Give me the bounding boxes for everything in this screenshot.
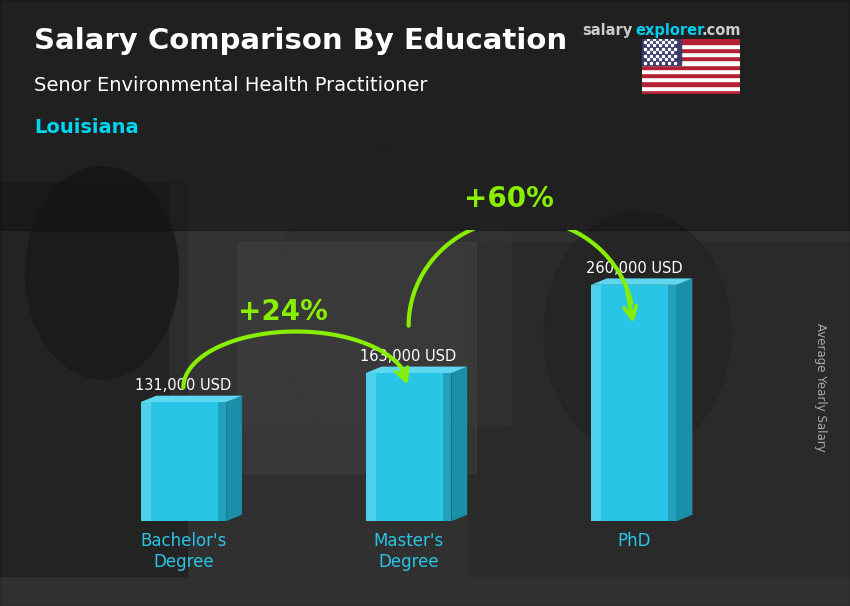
Bar: [642, 65, 740, 68]
Text: explorer: explorer: [636, 23, 705, 38]
Text: .com: .com: [701, 23, 740, 38]
Ellipse shape: [26, 167, 178, 379]
Text: Salary Comparison By Education: Salary Comparison By Education: [34, 27, 567, 55]
Polygon shape: [226, 396, 242, 521]
Polygon shape: [451, 367, 468, 521]
Bar: [140, 402, 150, 521]
Bar: [642, 68, 740, 73]
Polygon shape: [591, 278, 693, 285]
Ellipse shape: [276, 152, 489, 454]
Bar: [642, 81, 740, 85]
Bar: [642, 73, 740, 77]
Polygon shape: [677, 278, 693, 521]
Bar: [642, 44, 740, 48]
Ellipse shape: [544, 212, 731, 454]
Bar: [468, 242, 850, 576]
Bar: [642, 52, 740, 56]
Bar: [591, 285, 677, 521]
Bar: [443, 373, 451, 521]
Text: Louisiana: Louisiana: [34, 118, 139, 137]
Bar: [591, 285, 601, 521]
Text: Average Yearly Salary: Average Yearly Salary: [813, 324, 827, 452]
Polygon shape: [140, 396, 242, 402]
Bar: [642, 85, 740, 90]
Bar: [238, 242, 476, 473]
Bar: [140, 402, 226, 521]
Bar: [170, 152, 510, 424]
Polygon shape: [366, 367, 468, 373]
Bar: [0, 0, 850, 230]
Bar: [218, 402, 226, 521]
Text: Senor Environmental Health Practitioner: Senor Environmental Health Practitioner: [34, 76, 428, 95]
Bar: [366, 373, 451, 521]
Bar: [642, 48, 740, 52]
Bar: [642, 77, 740, 81]
Text: +60%: +60%: [463, 185, 553, 213]
Text: 163,000 USD: 163,000 USD: [360, 348, 456, 364]
Text: +24%: +24%: [238, 298, 328, 325]
Bar: [642, 56, 740, 61]
Bar: [642, 39, 740, 44]
Bar: [642, 61, 740, 65]
Bar: [642, 90, 740, 94]
Text: 131,000 USD: 131,000 USD: [135, 378, 231, 393]
Bar: [0, 182, 187, 576]
Bar: [668, 285, 677, 521]
Text: salary: salary: [582, 23, 632, 38]
Bar: [642, 39, 681, 65]
Bar: [366, 373, 376, 521]
Text: 260,000 USD: 260,000 USD: [586, 261, 683, 276]
